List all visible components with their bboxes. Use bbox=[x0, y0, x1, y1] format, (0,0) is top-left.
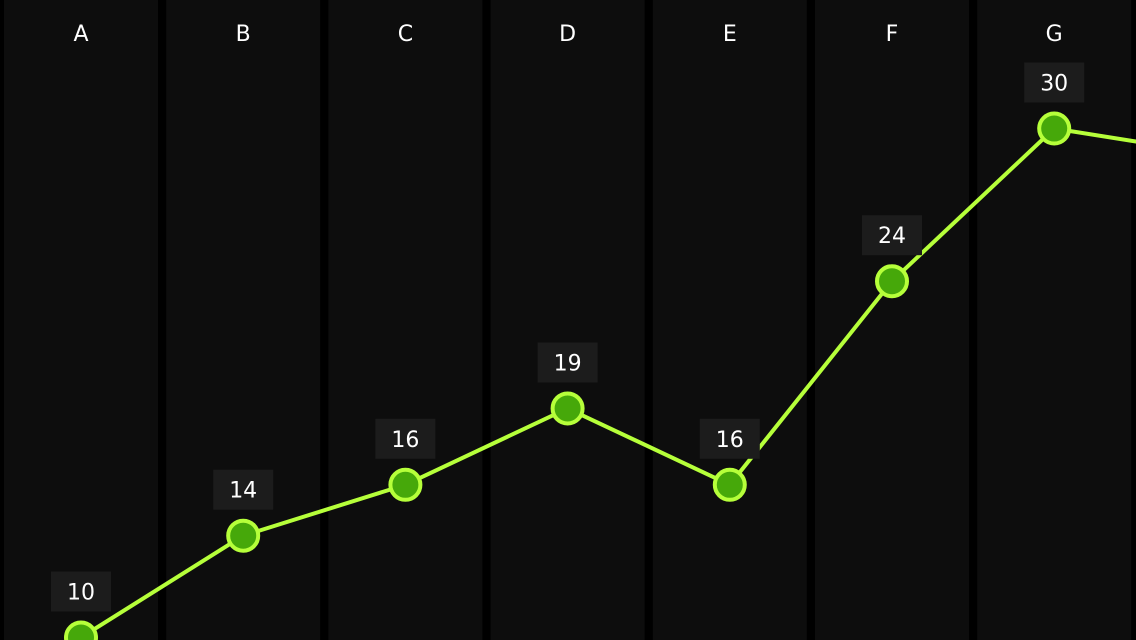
value-label-box-f bbox=[862, 215, 922, 256]
category-label-c: C bbox=[398, 22, 413, 47]
data-point-c[interactable] bbox=[388, 467, 423, 502]
value-label-b: 14 bbox=[229, 479, 257, 504]
value-label-c: 16 bbox=[391, 428, 419, 453]
category-label-a: A bbox=[73, 22, 88, 47]
category-label-e: E bbox=[723, 22, 737, 47]
category-label-b: B bbox=[236, 22, 251, 47]
data-point-e[interactable] bbox=[712, 467, 747, 502]
value-label-f: 24 bbox=[878, 224, 906, 249]
column-a bbox=[4, 0, 158, 640]
value-label-box-c bbox=[375, 418, 436, 459]
column-backgrounds bbox=[4, 0, 1132, 640]
value-label-g: 30 bbox=[1040, 72, 1068, 97]
data-markers bbox=[64, 111, 1072, 640]
column-g bbox=[977, 0, 1132, 640]
value-label-box-d bbox=[537, 342, 598, 383]
value-label-box-b bbox=[213, 469, 274, 510]
column-f bbox=[815, 0, 969, 640]
value-label-box-g bbox=[1024, 62, 1085, 103]
data-point-a[interactable] bbox=[64, 620, 98, 640]
column-c bbox=[328, 0, 483, 640]
category-labels: A B C D E F G bbox=[73, 22, 1062, 47]
value-labels: 10 14 16 19 16 24 30 bbox=[51, 62, 1085, 612]
data-point-f[interactable] bbox=[875, 264, 909, 299]
category-label-f: F bbox=[886, 22, 899, 47]
data-point-d[interactable] bbox=[550, 391, 585, 426]
category-label-g: G bbox=[1046, 22, 1063, 47]
series-line bbox=[79, 126, 1136, 640]
value-label-e: 16 bbox=[716, 428, 744, 453]
value-label-box-a bbox=[51, 571, 111, 612]
series-line-layer bbox=[79, 126, 1136, 640]
value-label-box-e bbox=[699, 418, 760, 459]
value-label-d: 19 bbox=[554, 351, 582, 376]
column-e bbox=[652, 0, 807, 640]
data-point-b[interactable] bbox=[226, 518, 261, 553]
data-point-g[interactable] bbox=[1037, 111, 1072, 146]
value-label-a: 10 bbox=[67, 581, 95, 606]
category-label-d: D bbox=[559, 22, 576, 47]
column-d bbox=[490, 0, 645, 640]
